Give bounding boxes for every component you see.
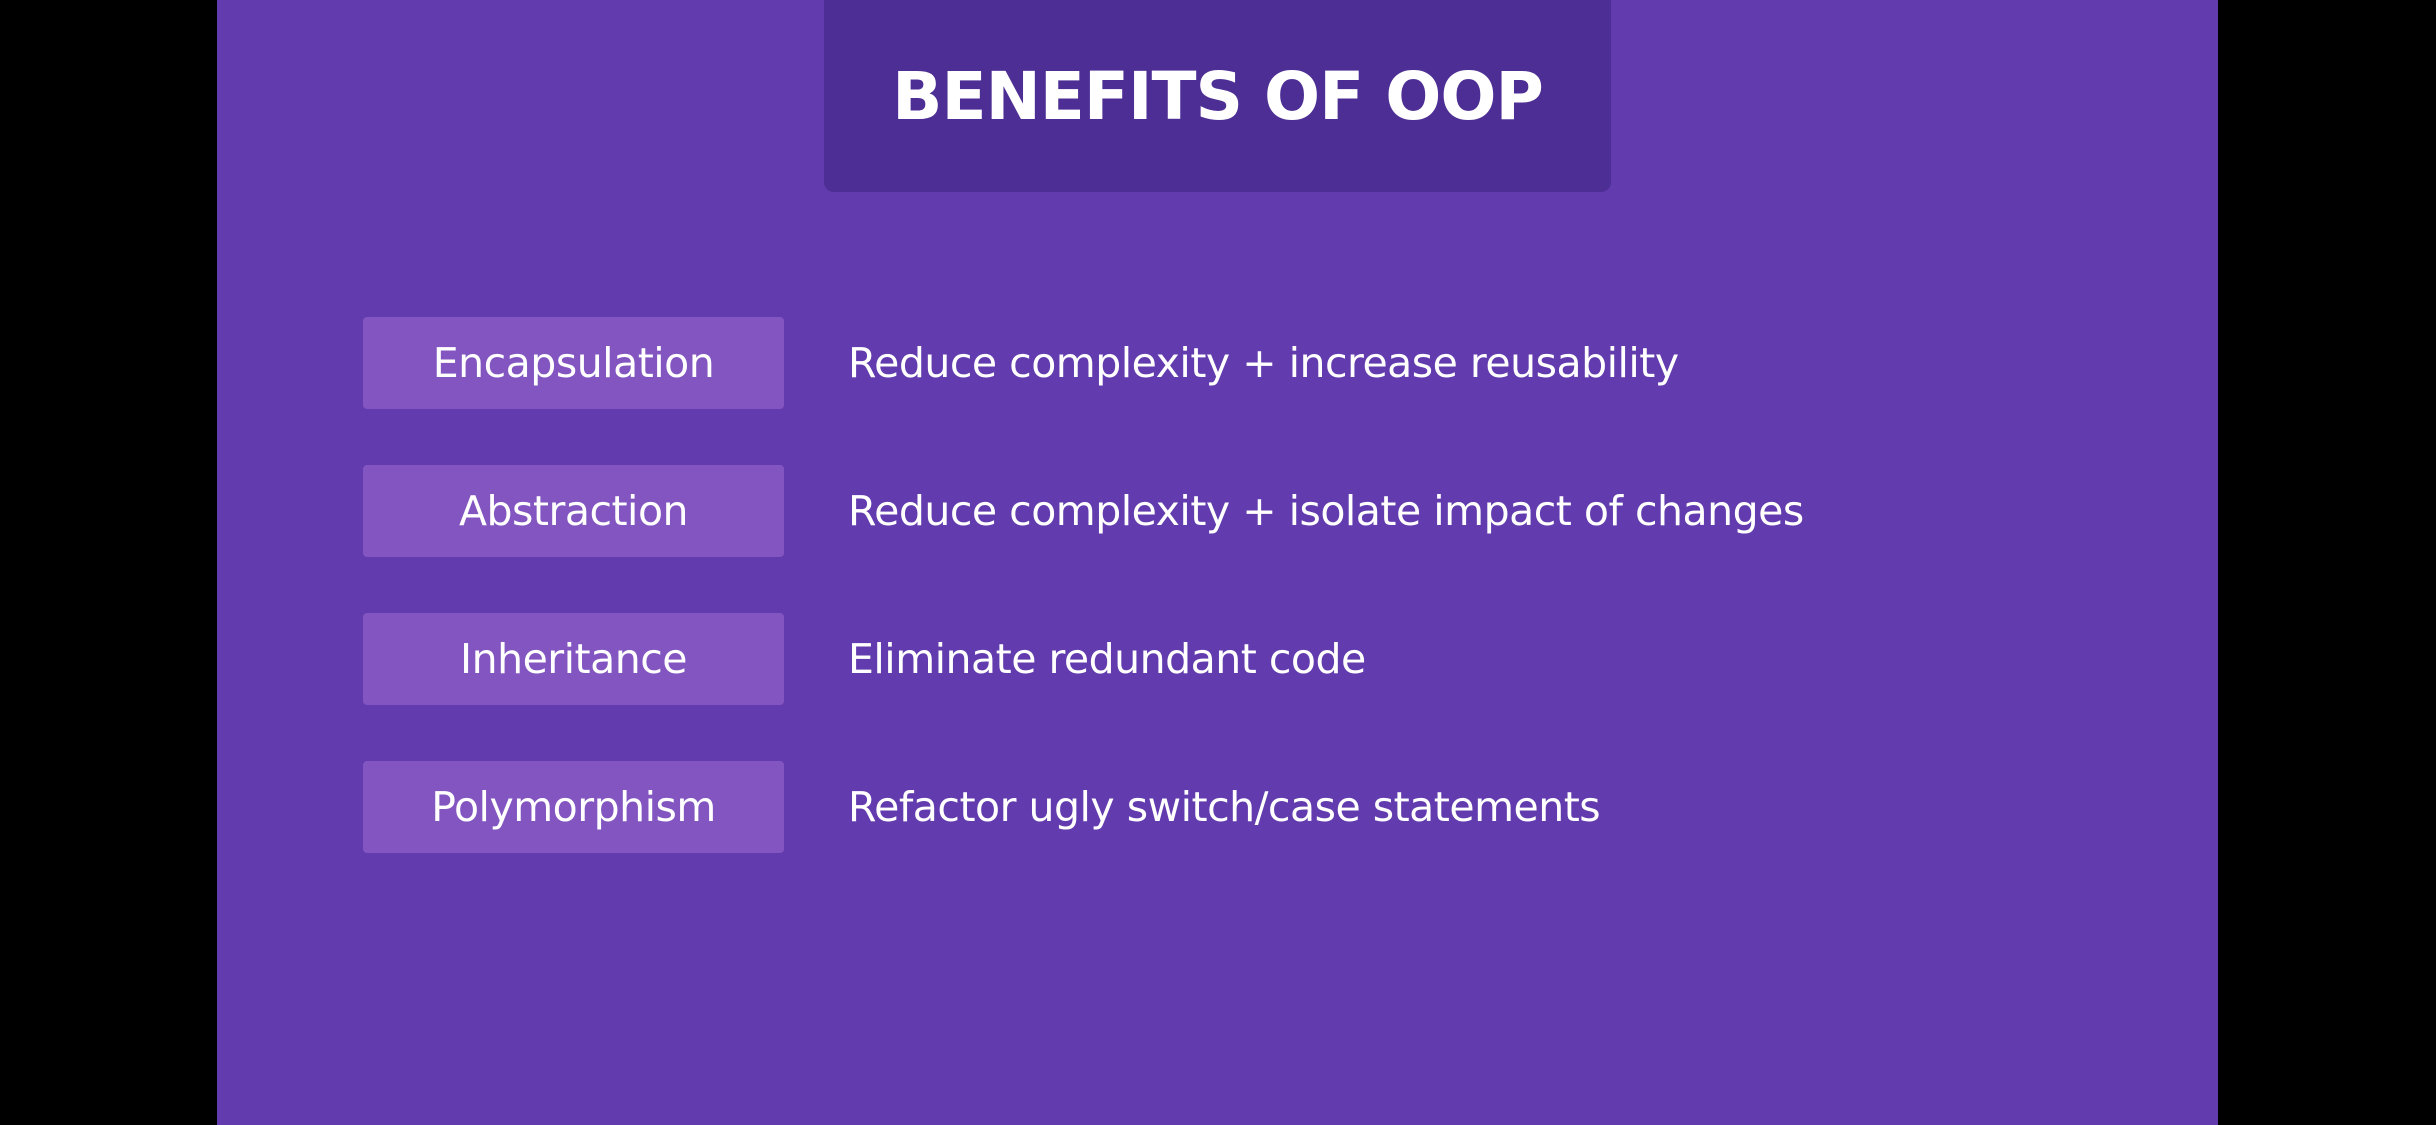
benefit-text: Reduce complexity + isolate impact of ch… [848,487,1804,535]
benefit-row-encapsulation: Encapsulation Reduce complexity + increa… [363,317,1804,409]
slide: BENEFITS OF OOP Encapsulation Reduce com… [217,0,2218,1125]
benefit-text: Refactor ugly switch/case statements [848,783,1601,831]
term-label: Abstraction [458,487,689,535]
title-banner: BENEFITS OF OOP [824,0,1611,192]
term-label: Inheritance [460,635,688,683]
benefit-text: Eliminate redundant code [848,635,1366,683]
benefit-text: Reduce complexity + increase reusability [848,339,1679,387]
term-box-polymorphism: Polymorphism [363,761,784,853]
term-box-abstraction: Abstraction [363,465,784,557]
benefits-list: Encapsulation Reduce complexity + increa… [363,317,1804,909]
term-label: Polymorphism [431,783,716,831]
benefit-row-polymorphism: Polymorphism Refactor ugly switch/case s… [363,761,1804,853]
benefit-row-abstraction: Abstraction Reduce complexity + isolate … [363,465,1804,557]
term-box-encapsulation: Encapsulation [363,317,784,409]
benefit-row-inheritance: Inheritance Eliminate redundant code [363,613,1804,705]
term-label: Encapsulation [432,339,715,387]
term-box-inheritance: Inheritance [363,613,784,705]
slide-title: BENEFITS OF OOP [892,57,1544,135]
